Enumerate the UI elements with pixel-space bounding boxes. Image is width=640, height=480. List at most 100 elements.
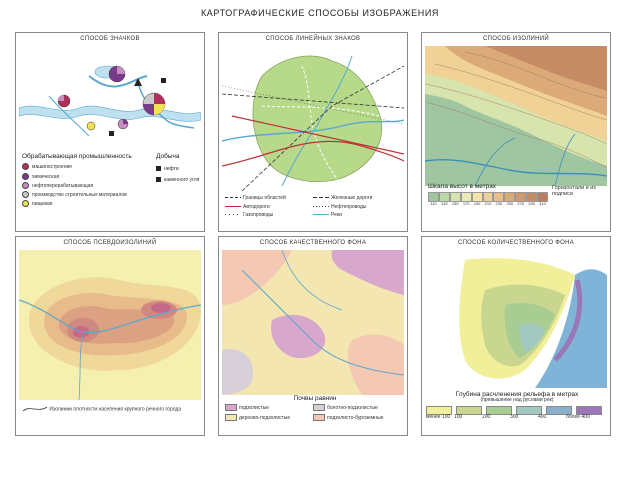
relief-scale-label: более 400 <box>566 414 590 421</box>
qualitative-map <box>222 250 404 395</box>
industry-legend-label: химическая <box>32 173 60 180</box>
relief-scale-labels: менее 100 100 200 300 400 более 400 <box>426 414 608 421</box>
lines-legend-label: Границы областей <box>243 194 286 201</box>
page-title: КАРТОГРАФИЧЕСКИЕ СПОСОБЫ ИЗОБРАЖЕНИЯ <box>200 8 440 18</box>
coal-icon <box>161 78 166 83</box>
soil-color-swatch <box>225 404 237 412</box>
height-scale-swatch <box>428 192 439 203</box>
height-scale-label: 270 <box>517 201 525 207</box>
industry-color-dot <box>22 172 29 180</box>
line-style-icon <box>313 205 329 207</box>
industry-color-dot <box>22 199 29 207</box>
relief-scale-label: 300 <box>510 414 519 421</box>
height-scale-swatch <box>438 192 450 203</box>
soil-legend: Почвы равнин подзолистые болотно-подзолис… <box>225 395 405 424</box>
region-area <box>252 55 383 183</box>
lines-legend-item: Железные дороги <box>313 195 401 202</box>
lines-legend-label: Автодороги <box>243 203 270 210</box>
industry-legend-title: Обрабатывающая промышленность <box>22 153 132 160</box>
signs-map-svg <box>19 46 201 149</box>
height-scale-label: 290 <box>528 201 535 207</box>
lines-legend-label: Газопроводы <box>243 211 274 218</box>
height-scale-title: Шкала высот в метрах <box>428 183 497 190</box>
industry-color-dot <box>22 181 29 189</box>
pseudo-isolines-map-svg <box>19 250 201 400</box>
soil-color-swatch <box>225 414 237 422</box>
relief-scale-label: 100 <box>454 414 463 421</box>
lines-legend-item: Автодороги <box>225 204 313 211</box>
relief-scale-label: менее 100 <box>426 414 451 421</box>
lines-map <box>222 46 404 191</box>
soil-color-swatch <box>313 404 325 412</box>
relief-scale-swatch <box>426 406 452 416</box>
quantitative-map <box>425 250 607 388</box>
industry-legend-item: машиностроение <box>22 163 132 171</box>
coal-icon <box>109 131 114 136</box>
soil-legend-label: дерново-подзолистые <box>239 414 291 421</box>
panel-signs: СПОСОБ ЗНАЧКОВ <box>15 32 205 232</box>
line-style-icon <box>313 197 329 198</box>
mining-legend: Добыча нефти каменного угля <box>156 153 204 184</box>
relief-scale-swatch <box>486 406 512 416</box>
pseudo-isolines-legend: Изолинии плотности населения крупного ре… <box>22 405 202 413</box>
height-scale-swatch <box>460 192 472 203</box>
relief-scale-label: 400 <box>538 414 547 421</box>
height-scale-label: 210 <box>484 201 492 207</box>
contour-legend-label: Горизонтали и их подписи <box>552 185 597 198</box>
lines-legend-label: Реки <box>331 211 342 218</box>
relief-legend-subtitle: (превышение над руслами рек) <box>480 397 554 404</box>
industry-legend-item: нефтеперерабатывающая <box>22 181 132 190</box>
line-style-icon <box>313 214 329 216</box>
height-scale-label: 150 <box>451 201 459 207</box>
lines-legend-item: Нефтепроводы <box>313 204 401 211</box>
height-scale-label: 250 <box>506 201 514 207</box>
line-style-icon <box>225 205 241 207</box>
relief-scale-swatch <box>516 406 542 416</box>
height-scale-labels: 110 130 150 170 190 210 230 250 270 290 310 <box>428 202 548 207</box>
height-scale-swatch <box>515 192 527 203</box>
isolines-map <box>425 46 607 186</box>
height-scale-swatch <box>471 192 483 203</box>
soil-legend-list: подзолистые болотно-подзолистые дерново-по… <box>225 404 405 423</box>
panel-title: СПОСОБ ЗНАЧКОВ <box>80 36 140 42</box>
oil-icon <box>156 166 161 172</box>
height-scale-label: 130 <box>441 201 448 207</box>
height-scale-label: 310 <box>539 201 546 207</box>
soil-legend-label: подзолисто-буроземные <box>327 414 384 421</box>
panel-isolines: СПОСОБ ИЗОЛИНИЙ Шкала высот в метрах 110… <box>421 32 611 232</box>
lines-legend-item: Границы областей <box>225 195 313 202</box>
height-scale-label: 110 <box>430 201 437 207</box>
industry-legend-item: пищевая <box>22 199 132 208</box>
mining-oil-item: нефти <box>156 166 204 173</box>
panel-lines: СПОСОБ ЛИНЕЙНЫХ ЗНАКОВ Границы областей Ж… <box>218 32 408 232</box>
lines-legend-item: Газопроводы <box>225 212 313 219</box>
relief-legend: Глубина расчленения рельефа в метрах (пр… <box>426 391 608 421</box>
pseudo-isolines-legend-label: Изолинии плотности населения крупного ре… <box>49 406 182 413</box>
qualitative-map-svg <box>222 250 404 395</box>
height-scale-swatch <box>504 192 516 203</box>
height-scale: Шкала высот в метрах 110 130 150 170 190 210 2… <box>428 183 548 207</box>
industry-legend-item: химическая <box>22 172 132 181</box>
soil-legend-label: подзолистые <box>239 405 270 412</box>
isolines-map-svg <box>425 46 607 186</box>
industry-symbol <box>57 94 71 108</box>
industry-legend-label: производство строительных материалов <box>32 191 127 198</box>
soil-legend-title: Почвы равнин <box>293 395 337 402</box>
coal-icon <box>156 177 161 183</box>
height-scale-swatch <box>526 192 538 203</box>
soil-legend-item: подзолистые <box>225 404 313 412</box>
relief-scale-swatch <box>546 406 572 416</box>
industry-symbol <box>108 65 126 83</box>
height-scale-swatch <box>482 192 494 203</box>
line-style-icon <box>225 197 241 198</box>
industry-legend-label: пищевая <box>32 200 53 207</box>
pseudo-isolines-map <box>19 250 201 400</box>
signs-map <box>19 46 201 149</box>
soil-legend-item: болотно-подзолистые <box>313 404 401 412</box>
isoline-icon <box>22 406 48 412</box>
soil-legend-item: подзолисто-буроземные <box>313 414 401 422</box>
lines-legend-item: Реки <box>313 212 401 219</box>
industry-color-dot <box>22 163 29 171</box>
line-style-icon <box>225 214 241 216</box>
industry-color-dot <box>22 190 29 198</box>
